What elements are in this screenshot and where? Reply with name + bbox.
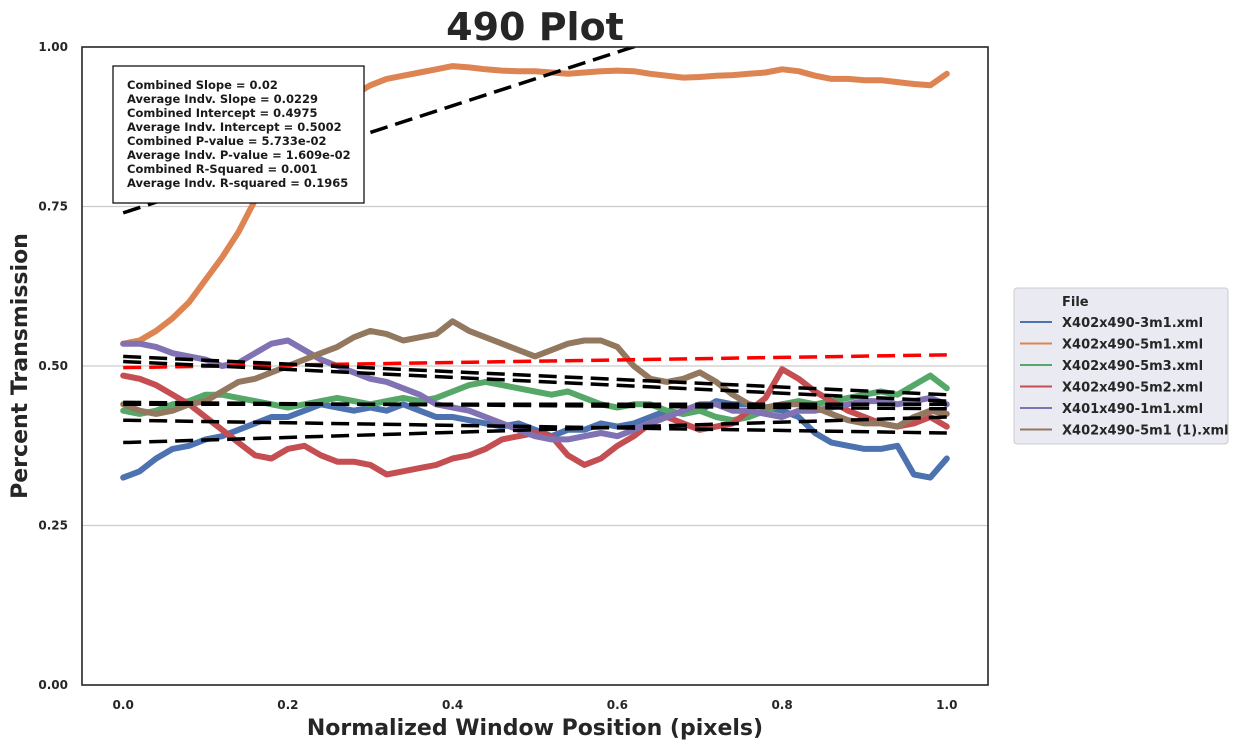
chart-title: 490 Plot <box>446 5 624 49</box>
fit-line-2 <box>123 353 947 370</box>
x-axis-label: Normalized Window Position (pixels) <box>307 716 763 741</box>
legend-title: File <box>1062 295 1089 310</box>
stats-line: Combined Slope = 0.02 <box>127 78 278 92</box>
x-tick-label: 1.0 <box>936 698 957 712</box>
legend-items: X402x490-3m1.xml X402x490-5m1.xml X402x490… <box>1020 316 1229 439</box>
y-tick-label: 1.00 <box>38 40 68 54</box>
legend-label: X402x490-5m3.xml <box>1062 359 1203 374</box>
fit-lines <box>122 47 947 445</box>
stats-box-frame <box>112 65 365 204</box>
series-line-5 <box>120 337 950 443</box>
stats-line: Average Indv. R-squared = 0.1965 <box>127 176 348 190</box>
plot-frame <box>81 46 989 686</box>
x-tick-label: 0.0 <box>113 698 134 712</box>
legend-label: X402x490-5m1 (1).xml <box>1062 424 1229 439</box>
legend: File X402x490-3m1.xmlX402x490-5m1.xmlX40… <box>1013 287 1229 445</box>
legend-label: X402x490-5m1.xml <box>1062 338 1203 353</box>
fit-line-8 <box>123 415 947 445</box>
y-tick-label: 0.50 <box>38 359 68 373</box>
fit-line-7 <box>123 418 947 435</box>
legend-label: X402x490-3m1.xml <box>1062 316 1203 331</box>
y-axis-label: Percent Transmission <box>8 233 33 499</box>
stats-line: Combined P-value = 5.733e-02 <box>127 134 327 148</box>
x-tick-label: 0.8 <box>771 698 792 712</box>
x-tick-label: 0.6 <box>607 698 628 712</box>
stats-line: Combined Intercept = 0.4975 <box>127 106 318 120</box>
y-tick-labels: 0.00 0.25 0.50 0.75 1.00 <box>38 40 68 692</box>
legend-label: X401x490-1m1.xml <box>1062 402 1203 417</box>
y-tick-label: 0.00 <box>38 678 68 692</box>
y-tick-label: 0.25 <box>38 519 68 533</box>
stats-line: Average Indv. Slope = 0.0229 <box>127 92 318 106</box>
fit-line-4 <box>123 359 947 403</box>
fit-line-3 <box>123 354 947 397</box>
stats-line: Average Indv. P-value = 1.609e-02 <box>127 148 351 162</box>
legend-label: X402x490-5m2.xml <box>1062 381 1203 396</box>
legend-frame <box>1013 287 1229 445</box>
x-tick-label: 0.4 <box>442 698 463 712</box>
stats-line: Combined R-Squared = 0.001 <box>127 162 318 176</box>
y-tick-label: 0.75 <box>38 200 68 214</box>
stats-line: Average Indv. Intercept = 0.5002 <box>127 120 342 134</box>
x-tick-label: 0.2 <box>277 698 298 712</box>
x-tick-labels: 0.0 0.2 0.4 0.6 0.8 1.0 <box>113 698 958 712</box>
